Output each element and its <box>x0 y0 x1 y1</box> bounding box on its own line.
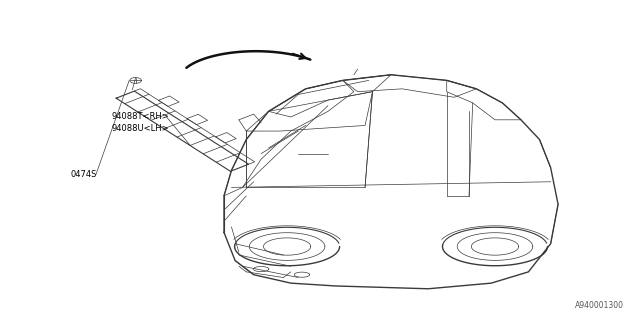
Text: 0474S: 0474S <box>70 170 97 179</box>
Text: A940001300: A940001300 <box>575 301 624 310</box>
Text: 94088U<LH>: 94088U<LH> <box>112 124 170 132</box>
Text: 94088T<RH>: 94088T<RH> <box>112 112 170 121</box>
